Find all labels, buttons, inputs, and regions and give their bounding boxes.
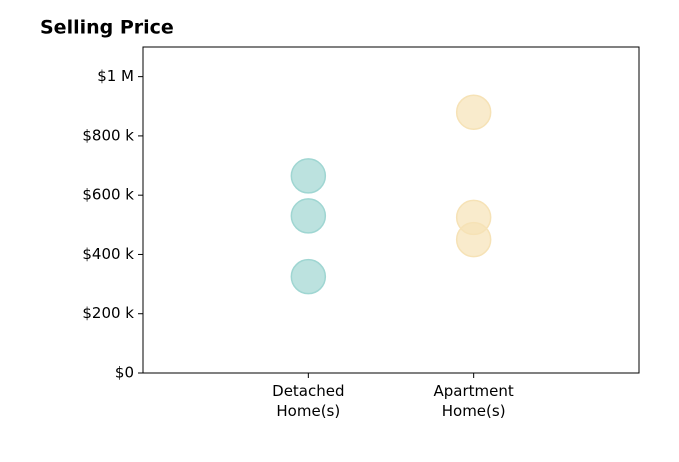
y-tick-label: $1 M <box>97 67 134 85</box>
y-tick-label: $800 k <box>82 126 134 144</box>
y-tick-label: $0 <box>115 364 134 382</box>
y-tick-label: $600 k <box>82 186 134 204</box>
point <box>290 198 327 234</box>
point <box>455 94 492 130</box>
point <box>455 221 492 258</box>
x-tick-label: Apartment Home(s) <box>433 382 514 420</box>
point <box>290 158 327 194</box>
y-tick-label: $200 k <box>82 304 134 322</box>
x-tick-label: Detached Home(s) <box>272 382 345 420</box>
y-tick-label: $400 k <box>82 245 134 263</box>
plot-frame <box>142 46 640 374</box>
point <box>290 258 327 295</box>
chart-title: Selling Price <box>40 17 174 39</box>
